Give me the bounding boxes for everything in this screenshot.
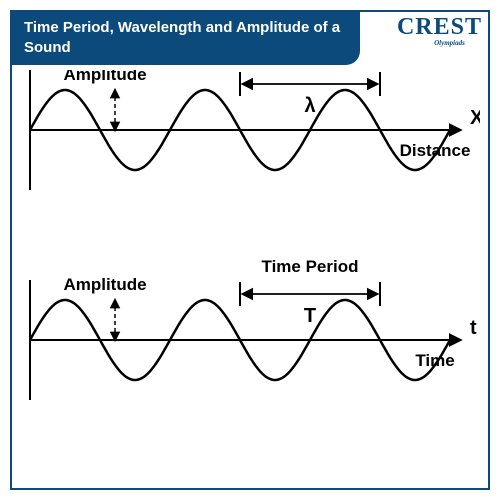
- title-text: Time Period, Wavelength and Amplitude of…: [24, 19, 340, 56]
- logo: CREST Olympiads: [397, 14, 482, 47]
- axis-symbol: t: [470, 317, 477, 339]
- wave-time: Amplitude Time Period Tt Time: [30, 257, 477, 400]
- wave-distance: AmplitudeWavelengthλXDistance: [30, 70, 480, 190]
- span-symbol: T: [304, 305, 316, 327]
- span-label-top: Time Period: [262, 257, 359, 276]
- title-bar: Time Period, Wavelength and Amplitude of…: [10, 10, 360, 65]
- amplitude-label: Amplitude: [63, 70, 146, 84]
- axis-name: Time: [415, 351, 454, 370]
- span-symbol: λ: [304, 95, 315, 117]
- diagram-svg: AmplitudeWavelengthλXDistanceAmplitudeTi…: [20, 70, 480, 480]
- amplitude-label: Amplitude: [63, 275, 146, 294]
- diagram-area: AmplitudeWavelengthλXDistanceAmplitudeTi…: [20, 70, 480, 480]
- axis-symbol: X: [470, 107, 480, 129]
- logo-main: CREST: [397, 14, 482, 40]
- logo-sub: Olympiads: [417, 39, 482, 47]
- axis-name: Distance: [400, 141, 471, 160]
